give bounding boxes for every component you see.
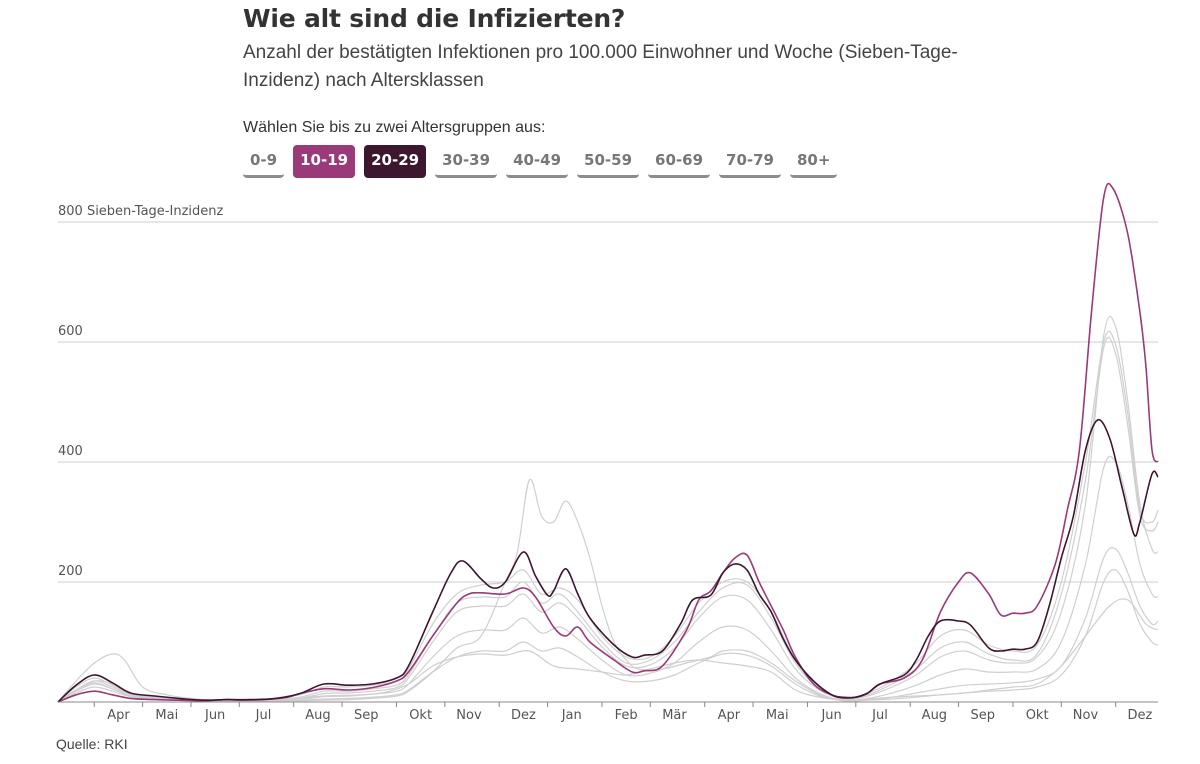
x-tick-label: Feb [615,708,638,723]
x-tick-label: Apr [107,708,130,723]
x-tick-label: Dez [511,708,536,723]
x-tick-label: Jul [255,708,272,723]
age-button-0-9[interactable]: 0-9 [243,145,285,178]
background-series [57,315,1159,703]
x-tick-label: Mai [155,708,178,723]
x-tick-label: Jun [820,708,841,723]
x-tick-label: Sep [970,708,995,723]
highlighted-series [57,182,1159,703]
x-tick-label: Okt [409,708,432,723]
age-button-80plus[interactable]: 80+ [790,145,838,178]
x-axis: Apr Mai Jun Jul Aug Sep Okt Nov Dez Jan Feb Mär Apr M… [58,701,1158,723]
series-line-30-39 [57,330,1159,703]
x-tick-label: Sep [354,708,379,723]
age-button-70-79[interactable]: 70-79 [719,145,781,178]
age-button-30-39[interactable]: 30-39 [435,145,498,178]
series-line-20-29 [57,418,1159,703]
series-line-60-69 [57,455,1159,703]
chart-subtitle: Anzahl der bestätigten Infektionen pro 1… [243,42,958,91]
grid-lines [58,221,1158,583]
x-tick-label: Mär [662,708,687,723]
x-tick-label: Nov [456,708,482,723]
x-tick-label: Nov [1073,708,1099,723]
x-tick-label: Apr [718,708,741,723]
x-tick-label: Aug [922,708,947,723]
series-line-50-59 [57,315,1159,703]
source-note: Quelle: RKI [56,736,128,752]
age-button-60-69[interactable]: 60-69 [648,145,711,178]
y-tick-label: 800 Sieben-Tage-Inzidenz [58,204,223,219]
series-line-80plus [57,478,1159,703]
y-tick-label: 400 [58,444,83,459]
age-button-20-29[interactable]: 20-29 [364,145,427,178]
x-tick-label: Mai [766,708,789,723]
x-tick-label: Jan [561,708,582,723]
age-button-40-49[interactable]: 40-49 [506,145,569,178]
age-group-prompt: Wählen Sie bis zu zwei Altersgruppen aus… [243,119,546,136]
y-tick-label: 600 [58,324,83,339]
age-group-buttons: 0-9 10-19 20-29 30-39 40-49 50-59 60-69 … [243,145,1143,178]
age-button-50-59[interactable]: 50-59 [577,145,640,178]
age-button-10-19[interactable]: 10-19 [293,145,356,178]
x-tick-label: Okt [1026,708,1049,723]
header: Wie alt sind die Infizierten? Anzahl der… [243,0,1143,178]
x-tick-label: Jun [204,708,225,723]
x-tick-label: Jul [871,708,888,723]
y-axis-labels: 200 400 600 800 Sieben-Tage-Inzidenz [58,204,223,579]
chart-title: Wie alt sind die Infizierten? [243,4,626,33]
x-tick-label: Dez [1127,708,1152,723]
incidence-line-chart: 200 400 600 800 Sieben-Tage-Inzidenz Apr Mai… [57,182,1159,723]
y-tick-label: 200 [58,564,83,579]
x-tick-label: Aug [305,708,330,723]
